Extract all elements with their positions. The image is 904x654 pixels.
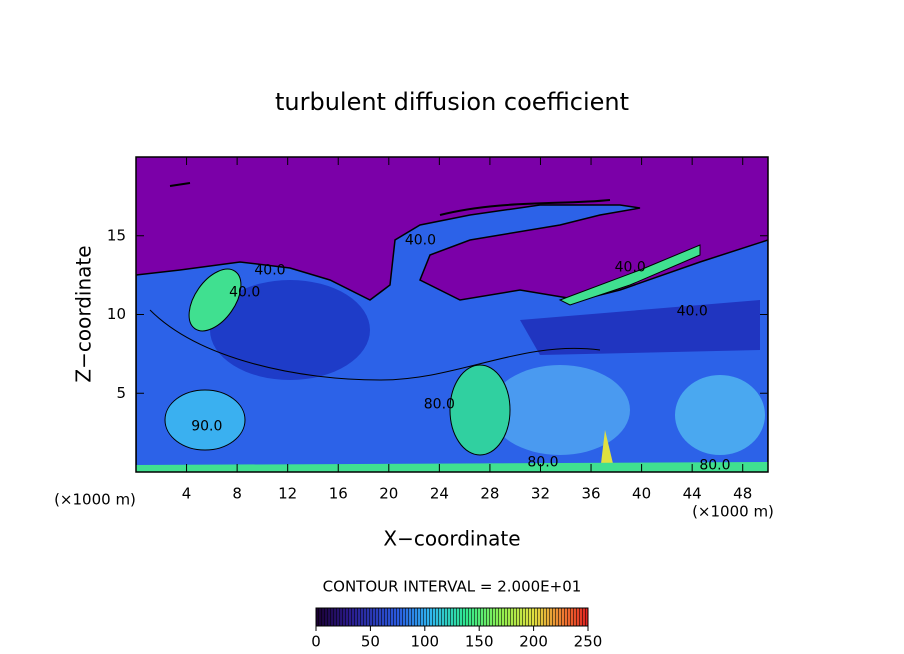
colorbar-tick-label: 200	[519, 633, 548, 651]
colorbar-tick-label: 100	[410, 633, 439, 651]
field-patch	[520, 300, 760, 355]
x-tick-label: 12	[278, 485, 297, 503]
field-patch	[188, 268, 242, 332]
x-unit-label: (×1000 m)	[692, 503, 774, 521]
field-patch	[210, 280, 370, 380]
contour-label: 40.0	[677, 303, 708, 319]
contour-label: 40.0	[405, 232, 436, 248]
field-patch	[136, 462, 768, 472]
y-tick-label: 15	[107, 226, 126, 244]
x-unit-label: (×1000 m)	[54, 491, 136, 509]
contour-label: 40.0	[615, 259, 646, 275]
field-patch	[449, 364, 511, 456]
colorbar-tick-label: 50	[361, 633, 380, 651]
x-tick-label: 36	[581, 485, 600, 503]
x-axis-label: X−coordinate	[383, 527, 520, 551]
x-tick-label: 8	[232, 485, 242, 503]
y-tick-label: 5	[116, 384, 126, 402]
contour-line	[439, 199, 611, 216]
contour-label: 80.0	[699, 458, 730, 474]
x-tick-label: 24	[430, 485, 449, 503]
field-patch	[558, 244, 701, 306]
contour-label: 80.0	[527, 455, 558, 471]
x-tick-label: 44	[683, 485, 702, 503]
contour-label: 40.0	[229, 284, 260, 300]
contour-line	[149, 309, 601, 381]
contour-interval: CONTOUR INTERVAL = 2.000E+01	[323, 578, 582, 596]
x-tick-label: 20	[379, 485, 398, 503]
colorbar-tick-label: 0	[311, 633, 321, 651]
chart-title: turbulent diffusion coefficient	[275, 88, 629, 116]
x-tick-label: 28	[480, 485, 499, 503]
y-tick-label: 10	[107, 305, 126, 323]
colorbar-frame	[315, 607, 589, 627]
field-patch	[164, 389, 246, 451]
colorbar-tick-label: 150	[465, 633, 494, 651]
y-axis-label: Z−coordinate	[72, 245, 96, 382]
field-patch	[675, 375, 765, 455]
field-patch	[490, 365, 630, 455]
contour-label: 40.0	[254, 262, 285, 278]
x-tick-label: 32	[531, 485, 550, 503]
x-tick-label: 40	[632, 485, 651, 503]
x-tick-label: 16	[329, 485, 348, 503]
contour-line	[169, 182, 191, 187]
field	[136, 157, 768, 472]
x-tick-label: 48	[733, 485, 752, 503]
x-tick-label: 4	[182, 485, 192, 503]
contour-label: 80.0	[424, 396, 455, 412]
contour-label: 90.0	[191, 418, 222, 434]
field-patch	[600, 430, 615, 472]
colorbar-tick-label: 250	[574, 633, 603, 651]
